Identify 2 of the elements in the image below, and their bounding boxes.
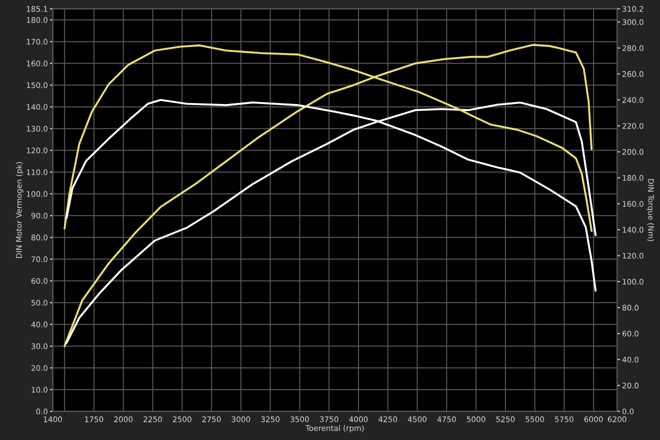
- line-series: [66, 102, 597, 344]
- line-series: [64, 44, 593, 348]
